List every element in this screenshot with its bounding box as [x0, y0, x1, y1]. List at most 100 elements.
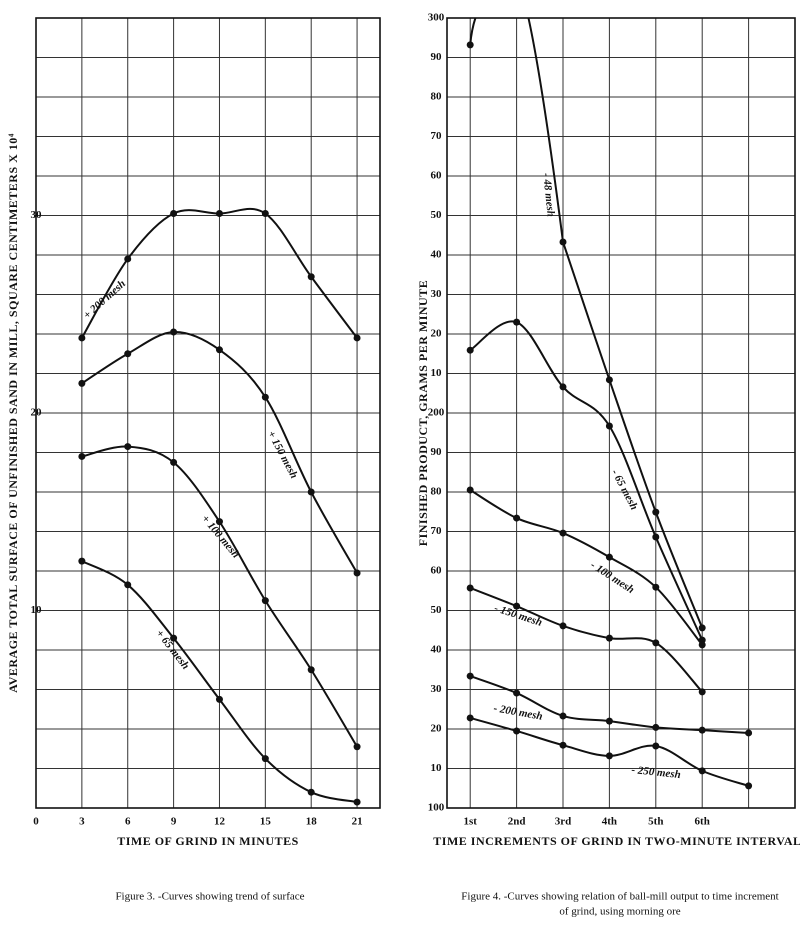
data-point [559, 741, 567, 749]
y-tick-label: 30 [431, 683, 443, 695]
y-tick-label: 10 [431, 367, 443, 379]
x-tick-label: 12 [214, 816, 226, 828]
x-tick-label: 9 [171, 816, 177, 828]
data-point [559, 238, 567, 246]
plot-frame [446, 17, 796, 809]
data-point [745, 782, 753, 790]
y-tick-label: 80 [431, 486, 443, 498]
data-point [652, 583, 660, 591]
data-point [698, 641, 706, 649]
y-tick-label: 90 [431, 446, 443, 458]
series-line [469, 587, 703, 693]
curve-continuation [469, 18, 564, 243]
y-tick-label: 30 [431, 288, 443, 300]
y-tick-label: 20 [431, 723, 443, 735]
x-tick-label: 21 [352, 816, 363, 828]
data-point [215, 346, 223, 354]
data-point [353, 743, 361, 751]
y-tick-label: 60 [431, 565, 443, 577]
x-axis-title: TIME OF GRIND IN MINUTES [117, 834, 299, 848]
data-point [559, 383, 567, 391]
data-point [466, 714, 474, 722]
data-point [513, 318, 521, 326]
data-point [466, 41, 474, 49]
data-point [78, 379, 86, 387]
x-tick-label: 1st [463, 816, 477, 828]
series-line [469, 489, 703, 646]
data-point [78, 334, 86, 342]
y-axis-title: FINISHED PRODUCT, GRAMS PER MINUTE [416, 280, 430, 546]
data-point [170, 458, 178, 466]
data-point [307, 488, 315, 496]
data-point [124, 443, 132, 451]
data-point [466, 584, 474, 592]
caption: Figure 4. -Curves showing relation of ba… [461, 891, 778, 903]
series-label: - 250 mesh [631, 764, 681, 781]
data-point [605, 752, 613, 760]
y-tick-label: 200 [428, 407, 445, 419]
data-point [513, 602, 521, 610]
series-label: - 48 mesh [540, 172, 557, 217]
data-point [353, 334, 361, 342]
x-tick-label: 3rd [555, 816, 572, 828]
data-point [261, 597, 269, 605]
data-point [745, 729, 753, 737]
caption: Figure 3. -Curves showing trend of surfa… [115, 891, 304, 903]
data-point [605, 717, 613, 725]
data-point [559, 529, 567, 537]
data-point [698, 624, 706, 632]
series-label: - 200 mesh [493, 702, 544, 722]
data-point [559, 622, 567, 630]
data-point [124, 255, 132, 263]
data-point [353, 569, 361, 577]
data-point [215, 695, 223, 703]
y-axis-title: AVERAGE TOTAL SURFACE OF UNFINISHED SAND… [6, 133, 20, 693]
data-point [698, 688, 706, 696]
y-tick-label: 70 [431, 130, 443, 142]
data-point [513, 689, 521, 697]
data-point [353, 798, 361, 806]
data-point [124, 581, 132, 589]
data-point [466, 672, 474, 680]
data-point [513, 727, 521, 735]
x-tick-label: 18 [306, 816, 318, 828]
data-point [698, 767, 706, 775]
data-point [261, 393, 269, 401]
data-point [652, 742, 660, 750]
data-point [698, 726, 706, 734]
x-tick-label: 4th [602, 816, 617, 828]
data-point [124, 350, 132, 358]
data-point [605, 553, 613, 561]
y-tick-label: 80 [431, 91, 443, 103]
y-tick-label: 50 [431, 209, 443, 221]
data-point [605, 376, 613, 384]
y-tick-label: 20 [431, 328, 443, 340]
y-tick-label: 60 [431, 170, 443, 182]
data-point [466, 486, 474, 494]
data-point [170, 328, 178, 336]
data-point [652, 533, 660, 541]
data-point [261, 210, 269, 218]
y-tick-label: 300 [428, 12, 445, 24]
data-point [307, 273, 315, 281]
data-point [652, 639, 660, 647]
chart: 100 10 20 30 40 50 60 70 80 90 200 10 20 30 40 50 60 70 80… [416, 12, 800, 918]
x-tick-label: 6th [695, 816, 710, 828]
data-point [307, 666, 315, 674]
data-point [605, 422, 613, 430]
data-point [466, 346, 474, 354]
y-tick-label: 50 [431, 604, 443, 616]
x-tick-label: 6 [125, 816, 131, 828]
x-axis-title: TIME INCREMENTS OF GRIND IN TWO-MINUTE I… [433, 834, 800, 848]
series-label: + 200 mesh [81, 278, 128, 322]
x-tick-label: 15 [260, 816, 272, 828]
data-point [261, 755, 269, 763]
x-tick-label: 5th [648, 816, 663, 828]
data-point [513, 514, 521, 522]
y-tick-label: 100 [428, 802, 445, 814]
y-tick-label: 10 [431, 762, 443, 774]
series-line [469, 320, 704, 641]
data-point [605, 634, 613, 642]
